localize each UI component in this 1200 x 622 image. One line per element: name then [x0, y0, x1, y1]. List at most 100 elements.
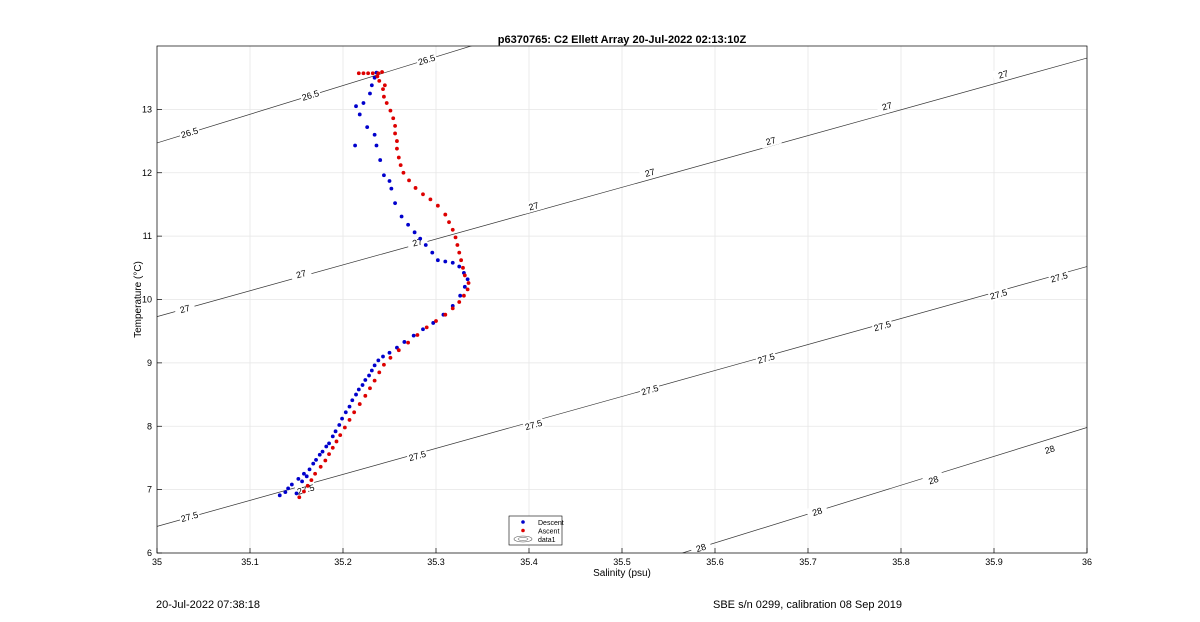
- descent-point: [361, 101, 366, 105]
- ascent-point: [302, 489, 306, 494]
- legend-marker: [521, 520, 525, 524]
- ascent-point: [384, 101, 389, 105]
- contour-label: 26.5: [180, 125, 200, 140]
- ascent-point: [376, 71, 381, 76]
- descent-point: [369, 368, 374, 373]
- ascent-point: [375, 74, 380, 79]
- contour-label: 27.5: [989, 287, 1009, 301]
- ascent-point: [424, 325, 429, 330]
- descent-point: [399, 214, 404, 219]
- ts-diagram: 26.526.526.5272727272727272727.527.527.5…: [133, 34, 1092, 579]
- ascent-point: [327, 452, 331, 457]
- ascent-point: [415, 333, 420, 337]
- descent-point: [317, 452, 322, 457]
- ascent-point: [377, 370, 382, 375]
- descent-point: [462, 284, 467, 289]
- descent-point: [406, 222, 410, 227]
- density-contour-line: [682, 427, 1087, 553]
- descent-point: [458, 293, 463, 298]
- contour-label: 27.5: [408, 449, 428, 463]
- footer-calibration: SBE s/n 0299, calibration 08 Sep 2019: [713, 599, 902, 611]
- descent-point: [443, 259, 448, 264]
- descent-point: [337, 423, 342, 427]
- ascent-point: [447, 220, 451, 225]
- descent-point: [435, 258, 440, 263]
- descent-point: [423, 243, 428, 247]
- ascent-point: [357, 402, 362, 406]
- ascent-point: [382, 362, 386, 367]
- x-tick-label: 35.9: [985, 557, 1003, 567]
- legend-marker: [521, 528, 525, 533]
- contour-label: 28: [811, 506, 824, 519]
- descent-point: [382, 173, 386, 178]
- contour-label: 26.5: [417, 53, 437, 68]
- contour-label: 27.5: [1049, 270, 1069, 284]
- descent-point: [327, 441, 331, 446]
- descent-point: [333, 429, 338, 434]
- ascent-point: [457, 300, 462, 304]
- y-tick-label: 8: [147, 421, 152, 431]
- y-tick-label: 9: [147, 358, 152, 368]
- ascent-point: [363, 393, 368, 398]
- y-tick-label: 12: [142, 168, 152, 178]
- descent-point: [320, 449, 325, 454]
- contour-label: 26.5: [301, 88, 321, 103]
- ascent-point: [352, 410, 357, 415]
- descent-point: [354, 104, 358, 109]
- ascent-point: [435, 203, 440, 208]
- descent-point: [347, 404, 352, 409]
- descent-point: [411, 333, 416, 338]
- ascent-point: [450, 227, 455, 232]
- ascent-point: [407, 178, 411, 183]
- ascent-point: [388, 355, 393, 360]
- ascent-point: [388, 108, 393, 113]
- ascent-point: [382, 83, 387, 88]
- ascent-point: [313, 471, 317, 476]
- ascent-point: [309, 478, 314, 483]
- chart-title: p6370765: C2 Ellett Array 20-Jul-2022 02…: [498, 34, 747, 46]
- descent-point: [372, 363, 377, 368]
- x-tick-label: 35.3: [427, 557, 445, 567]
- descent-point: [431, 321, 436, 325]
- descent-point: [369, 83, 374, 88]
- y-tick-label: 11: [143, 231, 152, 241]
- descent-point: [421, 327, 425, 332]
- ascent-point: [393, 123, 397, 128]
- descent-point: [330, 434, 335, 439]
- ascent-point: [453, 235, 458, 240]
- descent-point: [307, 467, 312, 472]
- ascent-point: [443, 312, 448, 317]
- descent-point: [381, 354, 385, 359]
- ascent-point: [396, 348, 401, 353]
- density-contours: 26.526.526.5272727272727272727.527.527.5…: [157, 46, 1087, 553]
- descent-point: [430, 250, 435, 255]
- ascent-point: [443, 212, 448, 217]
- contour-label: 27: [527, 200, 539, 212]
- contour-label: 27: [179, 303, 191, 315]
- descent-point: [277, 493, 282, 498]
- descent-point: [378, 158, 383, 162]
- contour-label: 27.5: [180, 510, 200, 524]
- ascent-point: [330, 445, 335, 450]
- descent-point: [324, 444, 329, 449]
- descent-point: [356, 387, 361, 392]
- density-contour-line: [157, 57, 1087, 317]
- ascent-point: [305, 483, 310, 488]
- y-axis-label: Temperature (°C): [133, 261, 144, 338]
- contour-label: 27: [644, 167, 656, 179]
- ascent-point: [377, 78, 382, 83]
- descent-point: [363, 378, 368, 382]
- contour-label: 27: [881, 100, 893, 112]
- legend-label: Ascent: [538, 529, 559, 536]
- descent-point: [360, 383, 365, 387]
- descent-point: [393, 201, 397, 206]
- ascent-point: [459, 258, 464, 263]
- descent-point: [374, 143, 379, 148]
- contour-label: 27.5: [756, 351, 776, 365]
- ascent-point: [318, 464, 323, 469]
- descent-point: [283, 490, 288, 495]
- ascent-point: [461, 265, 465, 270]
- x-tick-label: 35.5: [613, 557, 631, 567]
- contour-label: 27.5: [524, 418, 544, 432]
